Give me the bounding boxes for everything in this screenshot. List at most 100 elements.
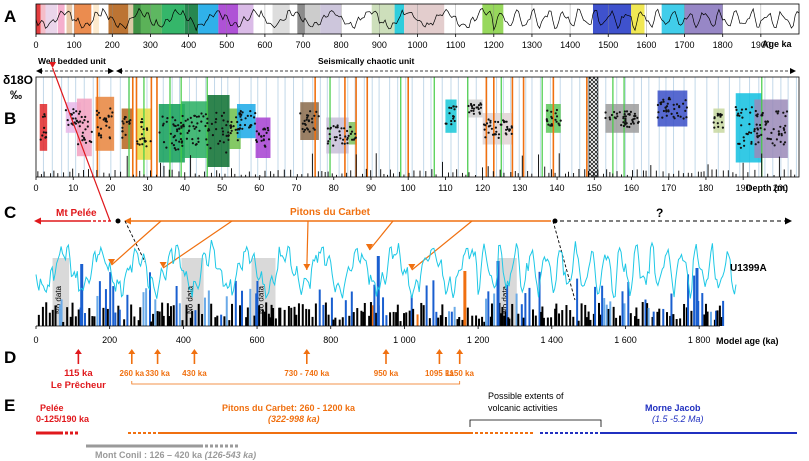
isotope-point — [41, 134, 44, 137]
isotope-point — [484, 124, 487, 127]
isotope-box-11 — [255, 117, 271, 158]
isotope-point — [311, 121, 314, 124]
isotope-point — [623, 113, 626, 116]
isotope-point — [108, 137, 112, 140]
isotope-point — [713, 126, 716, 129]
isotope-point — [90, 140, 93, 144]
isotope-point — [783, 131, 787, 134]
isotope-point — [750, 131, 753, 134]
isotope-point — [549, 124, 552, 127]
isotope-point — [748, 123, 751, 126]
isotope-point — [471, 107, 474, 110]
isotope-point — [768, 137, 771, 140]
morne-jacob-range: (1.5 -5.2 Ma) — [652, 414, 704, 424]
isotope-box-9 — [229, 108, 241, 149]
panel-b-tick-label-0: 0 — [33, 183, 38, 193]
stage-band-21 — [394, 4, 405, 34]
isotope-point — [222, 119, 225, 122]
tephra-bar — [356, 308, 359, 326]
isotope-point — [190, 121, 193, 124]
panel-a-tick-label-14: 1400 — [560, 40, 580, 50]
major-tephra-bar-0 — [80, 264, 84, 326]
isotope-point — [144, 140, 147, 143]
tephra-bar — [422, 305, 425, 326]
isotope-point — [198, 129, 201, 132]
event-sublabel-0: Le Prêcheur — [51, 380, 106, 391]
isotope-point — [82, 136, 86, 139]
tephra-bar — [481, 316, 484, 326]
panel-a: A 0 100 200 300 400 500 600 700 800 900 1000 1100 12… — [4, 3, 800, 50]
stage-band-1 — [40, 4, 46, 34]
isotope-point — [354, 132, 357, 135]
isotope-point — [98, 116, 102, 119]
tephra-bar — [350, 291, 353, 326]
isotope-point — [215, 128, 218, 131]
panel-c-tick-label-9: 1 800 — [688, 335, 711, 345]
tephra-bar — [524, 293, 527, 326]
major-tephra-bar-4 — [695, 268, 699, 326]
isotope-point — [473, 103, 476, 107]
tephra-bar — [587, 311, 590, 326]
isotope-point — [468, 111, 471, 114]
isotope-point — [632, 122, 635, 125]
isotope-point — [107, 115, 110, 118]
isotope-point — [656, 116, 659, 119]
tephra-bar — [373, 284, 376, 326]
tephra-bar — [605, 304, 608, 326]
tephra-bar — [278, 307, 281, 326]
panel-b-depth-axis: 0 10 20 30 40 50 60 70 80 90 100 110 120 130 140 150 160… — [33, 177, 788, 193]
hatched-interval — [588, 76, 599, 178]
tephra-bar — [327, 314, 330, 326]
isotope-point — [453, 108, 456, 111]
isotope-point — [99, 134, 103, 137]
source-arrowhead-1 — [108, 259, 116, 265]
isotope-point — [244, 117, 247, 120]
isotope-point — [75, 119, 78, 123]
isotope-point — [225, 124, 228, 127]
isotope-point — [452, 105, 455, 108]
panel-b-tick-label-17: 170 — [661, 183, 676, 193]
tephra-bar — [612, 306, 615, 326]
isotope-point — [197, 137, 200, 140]
isotope-point — [510, 125, 513, 128]
isotope-point — [756, 132, 759, 135]
isotope-point — [742, 136, 745, 139]
isotope-point — [240, 118, 243, 121]
isotope-point — [761, 114, 764, 117]
isotope-point — [328, 137, 332, 140]
isotope-point — [200, 120, 203, 123]
panel-a-tick-label-9: 900 — [372, 40, 387, 50]
isotope-point — [267, 129, 270, 132]
tephra-bar — [490, 303, 493, 326]
isotope-point — [172, 123, 175, 126]
isotope-point — [777, 130, 780, 133]
isotope-box-23 — [754, 99, 788, 158]
isotope-box-20 — [657, 90, 688, 127]
isotope-point — [630, 122, 633, 125]
panel-a-tick-label-4: 400 — [181, 40, 196, 50]
tephra-bar — [540, 311, 543, 326]
tephra-bar — [169, 306, 172, 326]
isotope-point — [347, 134, 350, 137]
isotope-point — [267, 138, 271, 141]
event-arrowhead-6 — [435, 349, 443, 354]
panel-c: C Mt Pelée Pitons du Carbet ? No data No … — [4, 62, 792, 346]
stage-band-27 — [684, 4, 723, 34]
isotope-point — [782, 127, 785, 130]
isotope-point — [772, 128, 775, 131]
isotope-point — [334, 139, 337, 142]
tephra-bar — [223, 316, 226, 326]
tephra-bar — [607, 308, 610, 326]
tephra-bar — [150, 321, 153, 326]
event-arrowhead-1 — [128, 349, 136, 354]
tephra-bar — [93, 316, 96, 326]
isotope-point — [333, 136, 336, 139]
stage-band-5 — [74, 4, 92, 34]
tephra-bar — [403, 313, 406, 326]
tephra-bar — [96, 295, 99, 326]
isotope-point — [78, 110, 82, 113]
tephra-bar — [194, 310, 197, 326]
isotope-point — [455, 105, 458, 108]
isotope-point — [470, 104, 473, 107]
panel-c-tick-label-5: 1 000 — [393, 335, 416, 345]
